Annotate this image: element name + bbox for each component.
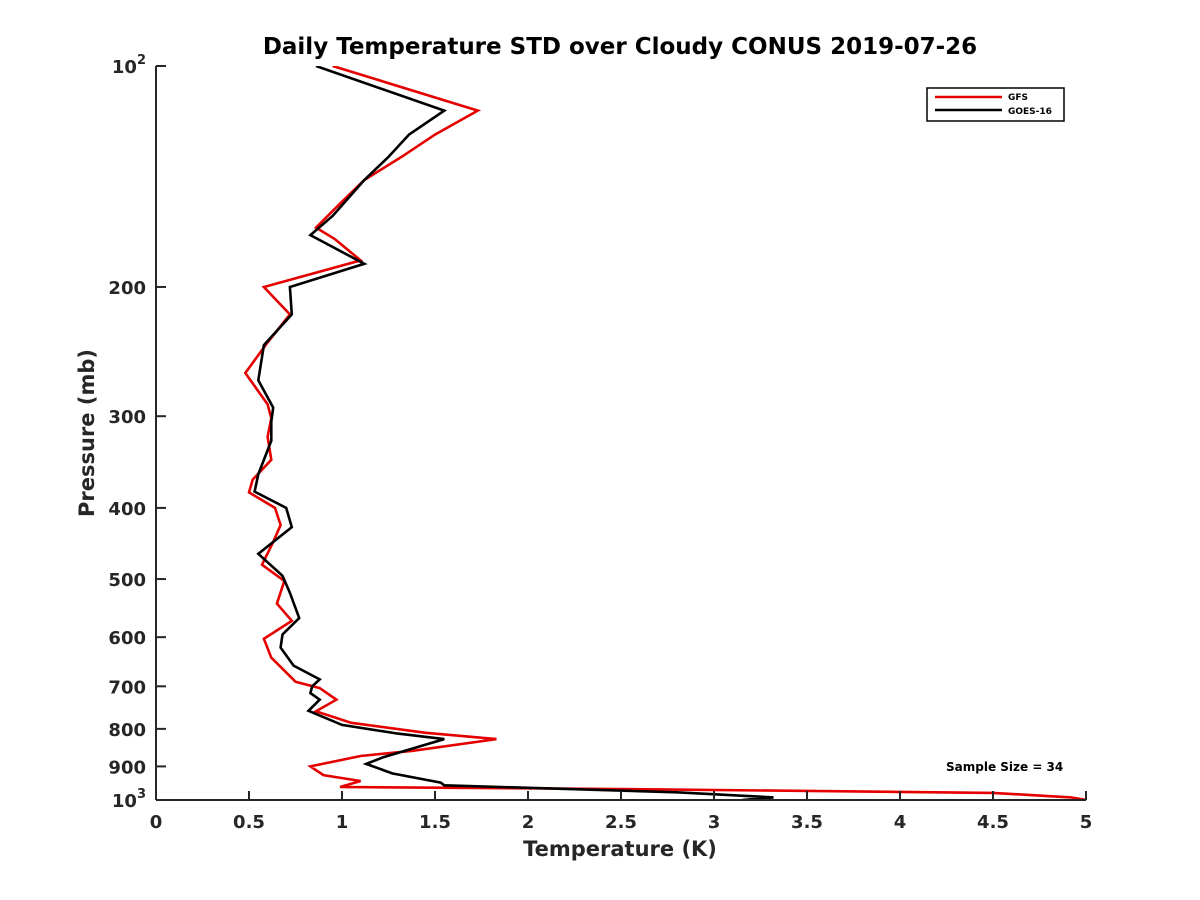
y-tick-label-exponent: 2 bbox=[137, 53, 146, 68]
y-tick-label: 900 bbox=[108, 757, 146, 778]
x-tick-label: 4 bbox=[894, 812, 907, 833]
y-tick-label-base: 500 bbox=[108, 570, 146, 591]
sample-size-annotation: Sample Size = 34 bbox=[946, 760, 1063, 774]
legend: GFS GOES-16 bbox=[926, 87, 1065, 122]
y-tick-label-exponent: 3 bbox=[137, 787, 146, 802]
series-line-gfs bbox=[243, 66, 1086, 800]
y-tick-label-base: 700 bbox=[108, 677, 146, 698]
y-tick-label: 800 bbox=[108, 720, 146, 741]
series-line-goes-16 bbox=[253, 66, 774, 800]
x-tick-label: 0 bbox=[150, 812, 163, 833]
chart-title: Daily Temperature STD over Cloudy CONUS … bbox=[263, 34, 977, 60]
y-tick-label: 300 bbox=[108, 407, 146, 428]
y-tick-label-base: 600 bbox=[108, 628, 146, 649]
x-tick-label: 0.5 bbox=[233, 812, 265, 833]
y-tick-label: 102 bbox=[112, 53, 146, 78]
y-tick-label: 200 bbox=[108, 278, 146, 299]
y-tick-label: 700 bbox=[108, 677, 146, 698]
y-tick-label: 600 bbox=[108, 628, 146, 649]
y-tick-label: 500 bbox=[108, 570, 146, 591]
y-tick-label-base: 10 bbox=[112, 791, 137, 812]
x-axis-ticks: 0 0.5 1 1.5 2 2.5 3 3.5 4 4.5 5 bbox=[150, 791, 1093, 833]
series-layer bbox=[243, 66, 1086, 800]
y-tick-label-base: 200 bbox=[108, 278, 146, 299]
x-tick-label: 5 bbox=[1080, 812, 1093, 833]
x-tick-label: 1.5 bbox=[419, 812, 451, 833]
legend-box bbox=[926, 87, 1065, 122]
y-tick-label: 103 bbox=[112, 787, 146, 812]
x-tick-label: 4.5 bbox=[977, 812, 1009, 833]
x-tick-label: 3.5 bbox=[791, 812, 823, 833]
y-tick-label-base: 800 bbox=[108, 720, 146, 741]
y-tick-label-base: 900 bbox=[108, 757, 146, 778]
y-axis-title: Pressure (mb) bbox=[75, 349, 99, 517]
y-tick-label-base: 10 bbox=[112, 57, 137, 78]
legend-label-gfs: GFS bbox=[1008, 93, 1028, 103]
y-tick-label-base: 300 bbox=[108, 407, 146, 428]
x-tick-label: 2 bbox=[522, 812, 535, 833]
x-axis-title: Temperature (K) bbox=[523, 837, 717, 861]
legend-label-goes-16: GOES-16 bbox=[1008, 107, 1052, 117]
x-tick-label: 1 bbox=[336, 812, 349, 833]
y-tick-label: 400 bbox=[108, 499, 146, 520]
x-tick-label: 2.5 bbox=[605, 812, 637, 833]
x-tick-label: 3 bbox=[708, 812, 721, 833]
y-tick-label-base: 400 bbox=[108, 499, 146, 520]
